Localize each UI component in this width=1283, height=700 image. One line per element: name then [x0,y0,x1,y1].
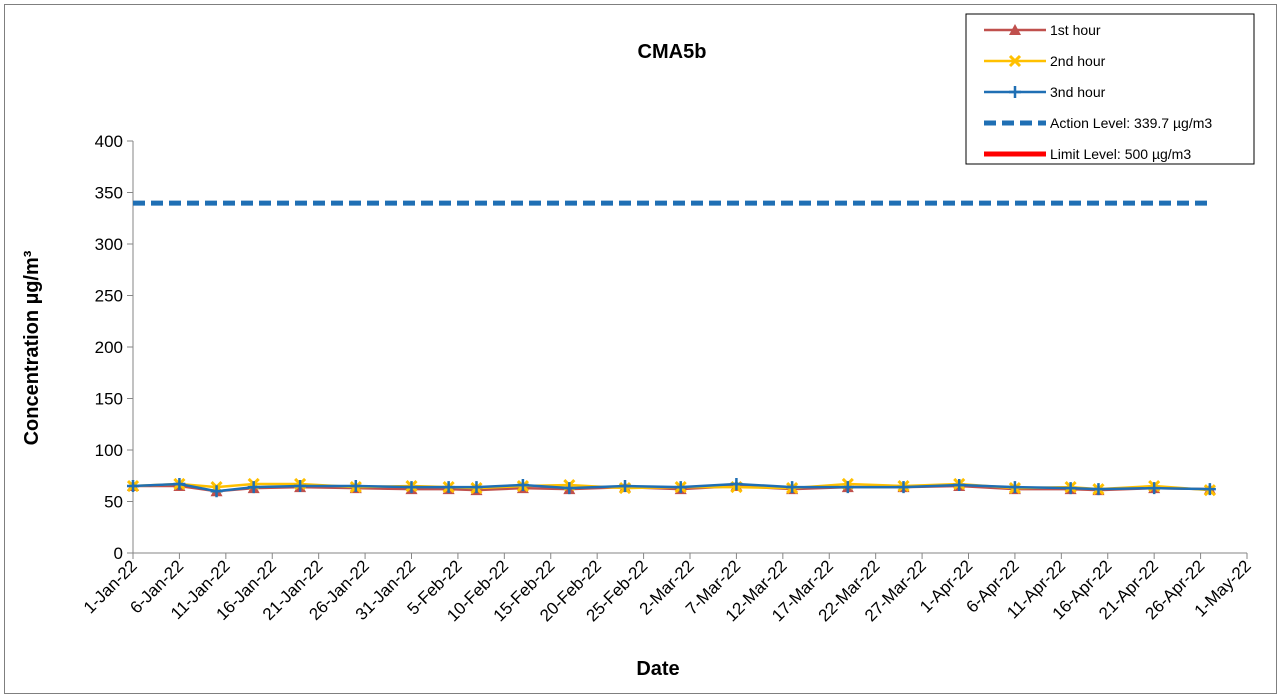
y-tick-label: 0 [114,544,123,563]
y-axis-title: Concentration µg/m³ [21,250,43,445]
legend-box [965,13,1255,165]
data-point [1064,482,1077,495]
data-point [1092,483,1105,496]
data-point [1148,482,1161,495]
data-point [349,480,362,493]
data-point [470,481,483,494]
y-tick-label: 250 [95,287,123,306]
series-3 [127,477,1216,498]
data-point [516,479,529,492]
legend-marker [1008,54,1022,68]
series-group [126,477,1216,498]
data-point [1008,481,1021,494]
data-point [563,482,576,495]
data-point [173,477,186,490]
legend-marker [1009,24,1021,35]
x-axis: 1-Jan-226-Jan-2211-Jan-2216-Jan-2221-Jan… [80,552,1255,625]
y-tick-label: 400 [95,132,123,151]
chart-title: CMA5b [638,41,707,63]
data-point [405,481,418,494]
chart-frame [4,4,1277,694]
data-point [210,485,223,498]
y-tick-label: 300 [95,235,123,254]
data-point [730,477,743,490]
data-point [127,480,139,493]
data-point [786,481,799,494]
y-axis: 0 50 100 150 200 250 300 350 400 [95,132,134,563]
legend-item: 2nd hour [984,53,1106,69]
legend: 1st hour 2nd hour 3nd hour Action Level: 33… [965,13,1255,165]
data-point [897,481,910,494]
y-tick-label: 100 [95,441,123,460]
y-tick-label: 350 [95,184,123,203]
data-point [619,480,632,493]
data-point [442,481,455,494]
data-point [953,479,966,492]
y-tick-label: 200 [95,338,123,357]
data-point [247,481,260,494]
legend-item: Action Level: 339.7 µg/m3 [984,115,1212,131]
legend-item: 3nd hour [984,84,1106,100]
legend-marker [1009,86,1021,98]
legend-label: Action Level: 339.7 µg/m3 [1050,115,1212,131]
legend-label: 3nd hour [1050,84,1106,100]
legend-item: Limit Level: 500 µg/m3 [984,146,1191,162]
x-axis-title: Date [636,658,679,680]
data-point [1203,483,1216,496]
data-point [674,481,687,494]
data-point [841,481,854,494]
data-point [294,480,307,493]
y-tick-label: 150 [95,390,123,409]
legend-label: 1st hour [1050,22,1101,38]
legend-label: 2nd hour [1050,53,1106,69]
legend-label: Limit Level: 500 µg/m3 [1050,146,1191,162]
legend-item: 1st hour [984,22,1101,38]
y-tick-label: 50 [104,493,123,512]
